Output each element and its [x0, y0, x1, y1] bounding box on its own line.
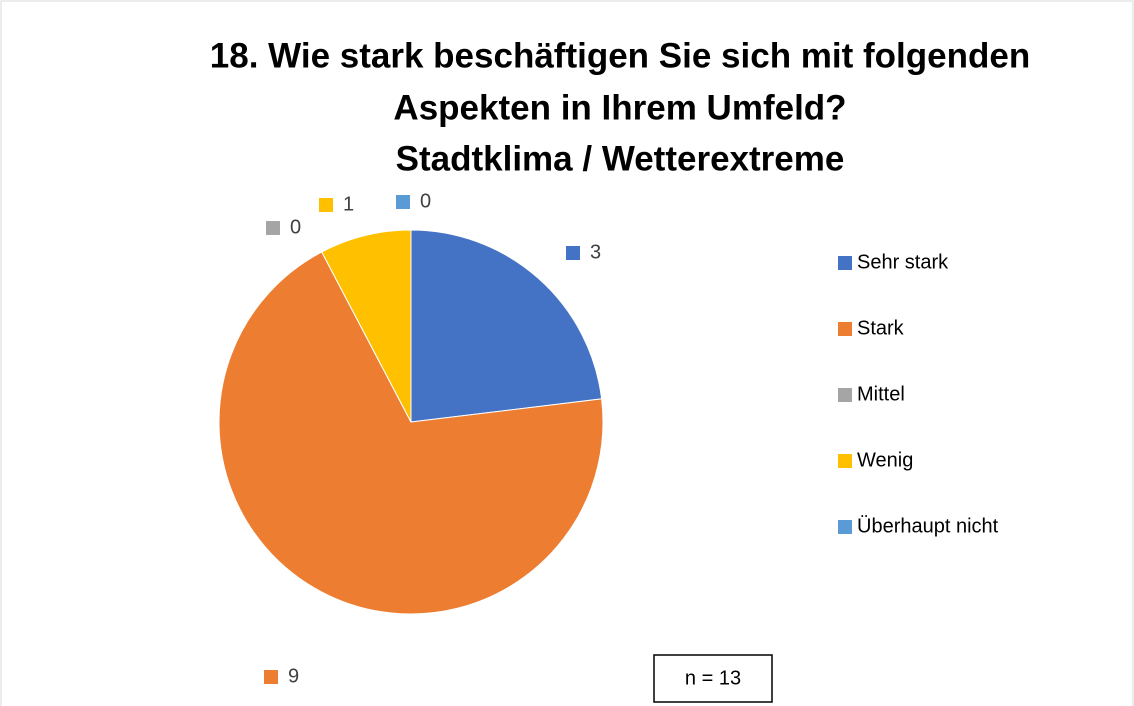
legend-key [838, 454, 852, 468]
data-label: 0 [290, 216, 301, 238]
label-key [319, 198, 333, 212]
annotation-box [653, 654, 773, 703]
legend-key [838, 388, 852, 402]
legend-label: Wenig [857, 449, 913, 471]
label-key [264, 670, 278, 684]
data-label: 0 [420, 190, 431, 212]
label-key [396, 195, 410, 209]
data-label: 9 [288, 665, 299, 687]
legend-label: Mittel [857, 383, 905, 405]
label-key [566, 246, 580, 260]
legend-label: Überhaupt nicht [857, 515, 999, 537]
chart-title: Aspekten in Ihrem Umfeld? [393, 88, 846, 127]
pie-slice [218, 251, 604, 615]
legend-label: Stark [857, 317, 905, 339]
pie-slice [321, 229, 412, 423]
annotation: n = 13 [685, 667, 741, 689]
chart-subtitle: Stadtklima / Wetterextreme [396, 139, 845, 178]
legend-key [838, 322, 852, 336]
legend-key [838, 520, 852, 534]
label-key [266, 221, 280, 235]
legend-label: Sehr stark [857, 251, 949, 273]
legend-key [838, 256, 852, 270]
chart-title: 18. Wie stark beschäftigen Sie sich mit … [210, 36, 1030, 75]
data-label: 1 [343, 193, 354, 215]
pie-slice [410, 229, 603, 423]
data-label: 3 [590, 241, 601, 263]
